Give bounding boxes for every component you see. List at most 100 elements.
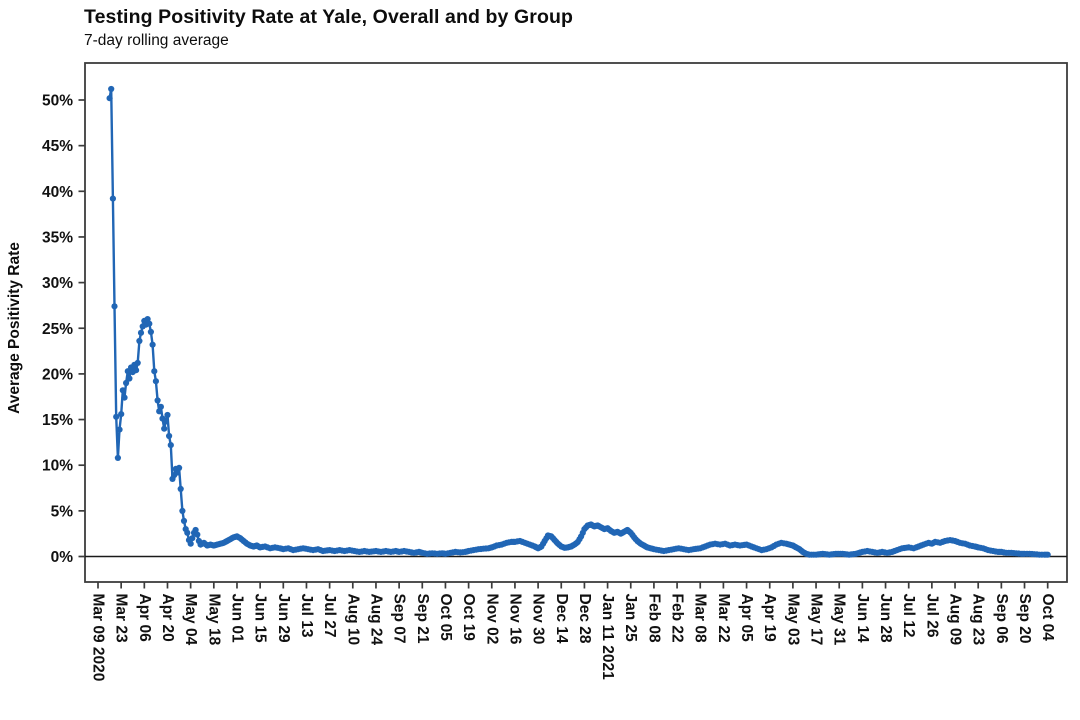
x-tick-label: Apr 06 <box>136 594 153 643</box>
data-point <box>109 195 116 202</box>
x-tick-label: May 17 <box>808 594 825 646</box>
data-point <box>194 531 201 538</box>
data-point <box>164 411 171 419</box>
x-tick-label: Aug 23 <box>970 594 987 646</box>
x-tick-label: May 04 <box>182 594 199 646</box>
y-tick-label: 20% <box>42 366 73 383</box>
series-layer <box>85 85 1067 558</box>
x-tick-label: Feb 08 <box>645 594 662 643</box>
x-tick-label: Nov 16 <box>506 594 523 645</box>
data-point <box>162 418 169 425</box>
series-line <box>108 87 1049 556</box>
data-point <box>118 411 125 418</box>
x-tick-label: Dec 28 <box>576 594 593 644</box>
data-point <box>177 485 184 492</box>
x-tick-label: Mar 09 2020 <box>90 594 107 682</box>
x-tick-label: Sep 21 <box>414 594 431 644</box>
x-tick-label: Mar 22 <box>715 594 732 643</box>
y-axis-title: Average Positivity Rate <box>6 242 23 414</box>
data-point <box>111 303 118 310</box>
data-point <box>147 328 154 335</box>
x-tick-label: Aug 24 <box>367 594 384 646</box>
data-point <box>179 507 186 514</box>
x-tick-label: Nov 30 <box>530 594 547 645</box>
x-tick-label: Sep 20 <box>1016 594 1033 644</box>
x-tick-label: Jun 01 <box>228 594 245 643</box>
x-tick-label: May 18 <box>205 594 222 646</box>
x-tick-label: Aug 09 <box>947 594 964 646</box>
x-tick-label: Apr 19 <box>761 594 778 643</box>
data-point <box>184 529 191 536</box>
x-axis-ticks: Mar 09 2020 Mar 23 Apr 06 Apr 20 May 04 May 1… <box>90 582 1056 682</box>
x-tick-label: Nov 02 <box>483 594 500 645</box>
data-point <box>152 378 159 385</box>
y-tick-label: 45% <box>42 138 73 155</box>
data-point <box>134 359 141 366</box>
data-point <box>161 425 168 432</box>
x-tick-label: Mar 08 <box>692 594 709 643</box>
data-point <box>106 95 113 102</box>
y-tick-label: 40% <box>42 184 73 201</box>
data-point <box>1044 551 1051 558</box>
x-tick-label: Jul 13 <box>298 594 315 638</box>
x-tick-label: Feb 22 <box>669 594 686 643</box>
x-tick-label: Apr 20 <box>159 594 176 642</box>
data-point <box>116 426 123 433</box>
data-point <box>123 379 130 387</box>
x-tick-label: Apr 05 <box>738 594 755 643</box>
x-tick-label: Jul 26 <box>923 594 940 638</box>
x-tick-label: Jul 27 <box>321 594 338 638</box>
data-point <box>108 85 115 93</box>
data-point <box>137 329 145 336</box>
y-tick-label: 5% <box>51 503 74 520</box>
y-axis-ticks: 0% 5% 10% 15% 20% 25% 30% 35% 40% 45% 50% <box>42 93 85 566</box>
x-tick-label: Sep 06 <box>993 594 1010 644</box>
data-point <box>121 394 128 401</box>
y-tick-label: 10% <box>42 458 73 475</box>
x-tick-label: Oct 05 <box>437 594 454 642</box>
data-point <box>133 367 140 374</box>
plot-border <box>84 62 1068 583</box>
x-tick-label: Oct 19 <box>460 594 477 642</box>
series-markers <box>106 85 1051 558</box>
x-tick-label: May 31 <box>831 594 848 646</box>
data-point <box>113 413 120 420</box>
data-point <box>149 341 156 348</box>
x-tick-label: Jun 14 <box>854 594 871 643</box>
x-tick-label: Jun 28 <box>877 594 894 643</box>
y-tick-label: 15% <box>42 412 73 429</box>
data-point <box>154 397 161 404</box>
chart-subtitle: 7-day rolling average <box>84 32 229 49</box>
y-tick-label: 50% <box>42 93 73 110</box>
data-point <box>166 432 173 440</box>
x-tick-label: Jan 25 <box>622 594 639 643</box>
x-tick-label: Jun 29 <box>275 594 292 643</box>
data-point <box>167 442 174 449</box>
x-tick-label: May 03 <box>784 594 801 646</box>
y-tick-label: 30% <box>42 275 73 292</box>
chart-title: Testing Positivity Rate at Yale, Overall… <box>84 6 573 28</box>
data-point <box>180 517 188 525</box>
data-point <box>126 375 133 382</box>
data-point <box>151 368 158 375</box>
data-point <box>187 540 194 547</box>
data-point <box>114 454 121 461</box>
x-tick-label: Aug 10 <box>344 594 361 646</box>
x-tick-label: Jan 11 2021 <box>599 594 616 681</box>
x-tick-label: Jul 12 <box>900 594 917 638</box>
data-point <box>189 535 196 542</box>
x-tick-label: Jun 15 <box>252 594 269 643</box>
x-tick-label: Oct 04 <box>1039 594 1056 642</box>
data-point <box>146 320 153 327</box>
x-tick-label: Mar 23 <box>113 594 130 643</box>
y-tick-label: 35% <box>42 229 73 246</box>
data-point <box>119 387 126 394</box>
x-tick-label: Sep 07 <box>391 594 408 644</box>
data-point <box>136 337 143 345</box>
y-tick-label: 25% <box>42 321 73 338</box>
data-point <box>176 464 183 471</box>
y-tick-label: 0% <box>51 549 74 566</box>
x-tick-label: Dec 14 <box>553 594 570 644</box>
data-point <box>157 403 164 410</box>
